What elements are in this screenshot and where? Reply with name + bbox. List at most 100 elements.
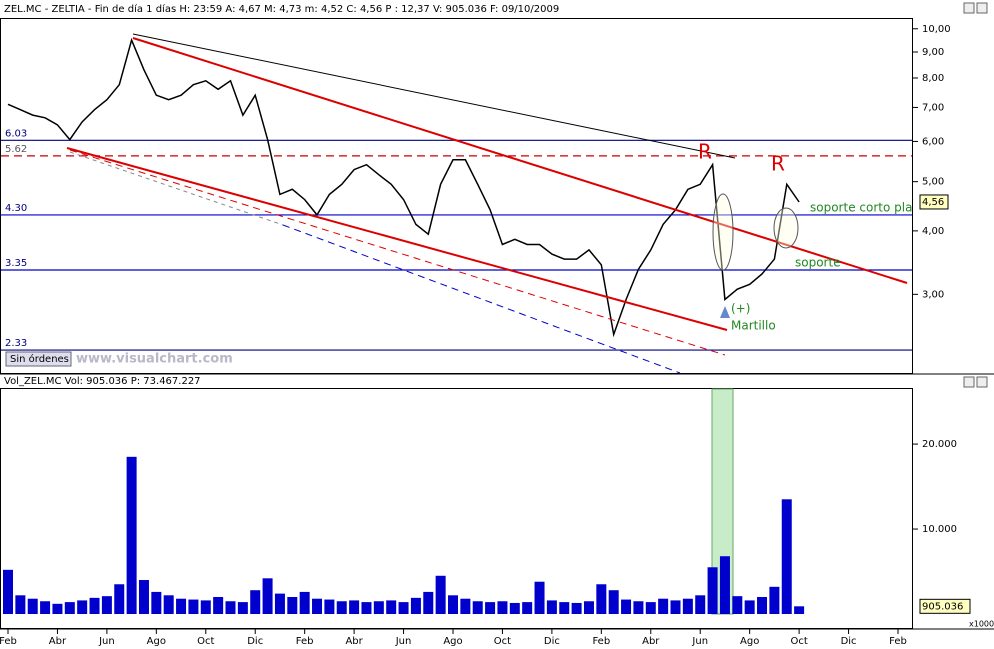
volume-bar [262, 578, 273, 614]
level-label: 4.30 [5, 203, 27, 214]
volume-bar [15, 595, 26, 614]
x-tick-label: Ago [147, 636, 166, 647]
trend-line [132, 33, 736, 159]
orders-button[interactable] [5, 351, 72, 367]
y-tick-label: 7,00 [922, 102, 944, 113]
volume-bar [794, 606, 805, 614]
volume-bar [571, 602, 582, 614]
trend-line [282, 224, 681, 374]
volume-bar [522, 602, 533, 614]
volume-bar [658, 598, 669, 614]
annotation: R [698, 140, 712, 164]
y-tick-label: 20.000 [922, 439, 957, 450]
volume-bar [138, 580, 149, 614]
annotation: R [771, 152, 785, 176]
minimize-button[interactable] [963, 376, 975, 388]
volume-bar [410, 597, 421, 614]
x-tick-label: Dic [841, 636, 857, 647]
orders-label[interactable]: Sin órdenes [10, 353, 69, 365]
volume-bar [460, 598, 471, 614]
volume-header: Vol_ZEL.MC Vol: 905.036 P: 73.467.227 [4, 376, 201, 387]
price-header: ZEL.MC - ZELTIA - Fin de día 1 días H: 2… [4, 3, 559, 15]
x-tick-label: Dic [247, 636, 263, 647]
volume-bar [3, 569, 13, 614]
highlight-ellipse [773, 207, 799, 249]
volume-bar [27, 598, 38, 614]
unit-label: x1000 [969, 620, 994, 629]
trend-line [69, 149, 726, 356]
annotation: Martillo [731, 319, 776, 333]
x-tick-label: Oct [197, 636, 214, 647]
volume-bar [312, 598, 323, 614]
level-label: 3.35 [5, 258, 27, 269]
volume-bar [151, 591, 162, 614]
x-tick-label: Feb [889, 636, 907, 647]
minimize-button[interactable] [963, 2, 975, 14]
annotation: (+) [731, 302, 750, 316]
volume-bar [472, 601, 483, 614]
x-tick-label: Dic [544, 636, 560, 647]
highlight-ellipse [712, 193, 734, 271]
level-label: 6.03 [5, 128, 27, 139]
x-tick-label: Feb [0, 636, 17, 647]
volume-bar [40, 601, 51, 614]
price-line [7, 37, 800, 338]
x-tick-label: Ago [740, 636, 759, 647]
y-tick-label: 3,00 [922, 289, 944, 300]
close-button[interactable] [976, 2, 988, 14]
volume-bar [546, 600, 557, 614]
price-tag [919, 194, 949, 210]
x-tick-label: Feb [296, 636, 314, 647]
volume-bar [200, 600, 211, 614]
volume-bar [213, 597, 224, 614]
volume-tag [919, 598, 971, 614]
volume-bar [126, 456, 137, 614]
volume-bar [497, 601, 508, 614]
volume-bar [176, 598, 187, 614]
volume-bar [299, 591, 310, 614]
volume-tag-label: 905.036 [922, 601, 963, 612]
volume-bar [386, 600, 397, 614]
volume-bar [608, 590, 619, 614]
volume-bar [398, 602, 409, 614]
y-tick-label: 8,00 [922, 73, 944, 84]
x-tick-label: Feb [592, 636, 610, 647]
volume-bar [225, 601, 236, 614]
volume-bar [101, 596, 112, 614]
volume-bar [596, 584, 607, 614]
volume-bar [361, 602, 372, 614]
x-tick-label: Abr [345, 636, 363, 647]
volume-bar [324, 599, 335, 614]
x-tick-label: Jun [691, 636, 708, 647]
window-buttons[interactable] [963, 2, 988, 388]
annotation: soporte [795, 256, 841, 270]
y-tick-label: 9,00 [922, 47, 944, 58]
volume-bar [188, 599, 199, 614]
volume-bar [163, 595, 174, 614]
volume-bar [769, 586, 780, 614]
volume-bar [719, 556, 730, 614]
x-tick-label: Jun [98, 636, 115, 647]
volume-bar [757, 597, 768, 614]
volume-bar [583, 601, 594, 614]
watermark: www.visualchart.com [76, 352, 233, 367]
level-label: 2.33 [5, 338, 27, 349]
trend-line [69, 151, 284, 226]
volume-bar [250, 590, 261, 614]
volume-bar [274, 593, 285, 614]
volume-bar [707, 567, 718, 614]
volume-bar [373, 601, 384, 614]
x-tick-label: Oct [494, 636, 511, 647]
volume-bar [744, 600, 755, 614]
annotation: soporte corto pla [810, 201, 912, 215]
close-button[interactable] [976, 376, 988, 388]
volume-bar [64, 602, 75, 614]
x-tick-label: Ago [443, 636, 462, 647]
volume-bar [336, 601, 347, 614]
y-tick-label: 10.000 [922, 524, 957, 535]
volume-bar [559, 602, 570, 614]
x-tick-label: Oct [790, 636, 807, 647]
volume-bar [448, 595, 458, 614]
volume-bar [509, 602, 520, 614]
volume-bar [77, 600, 88, 614]
